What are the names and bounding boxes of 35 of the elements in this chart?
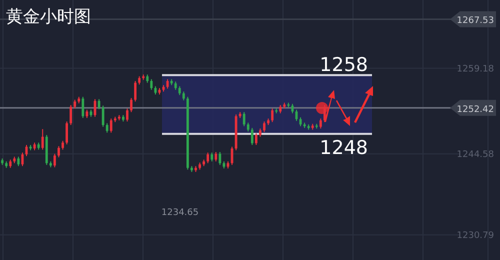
- candlestick: [66, 120, 68, 145]
- candlestick: [70, 104, 72, 126]
- candlestick: [58, 146, 60, 158]
- candlestick: [106, 122, 108, 134]
- candlestick: [126, 108, 128, 122]
- candlestick: [110, 118, 112, 134]
- chart-title: 黄金小时图: [6, 7, 91, 27]
- candlestick: [250, 127, 254, 146]
- candlestick: [271, 108, 274, 123]
- candlestick: [17, 156, 20, 167]
- y-tick-label: 1244.58: [456, 150, 494, 160]
- ref-line-label: 1248: [320, 136, 368, 159]
- annotation: 1234.65: [161, 208, 199, 218]
- candlestick: [134, 80, 137, 102]
- candlestick: [150, 78, 153, 90]
- y-tick-label: 1259.18: [456, 64, 494, 74]
- y-tick-label: 1230.79: [456, 230, 494, 241]
- candlestick: [53, 153, 56, 168]
- candlestick: [242, 112, 246, 127]
- candlestick: [102, 105, 104, 128]
- candlestick: [166, 78, 169, 90]
- ref-line-label: 1252.42: [456, 104, 494, 115]
- candlestick: [41, 128, 44, 150]
- candlestick: [218, 152, 222, 166]
- candlestick: [130, 98, 132, 113]
- ref-line-label: 1258: [320, 54, 368, 76]
- candlestick: [214, 152, 218, 162]
- candlestick: [319, 118, 322, 130]
- candlestick: [291, 103, 294, 114]
- ref-line-label: 1267.53: [456, 16, 494, 26]
- candlestick: [206, 152, 210, 164]
- candlestick: [323, 104, 326, 123]
- candlestick: [82, 96, 84, 118]
- candlestick: [254, 132, 258, 146]
- candlestick: [263, 120, 266, 133]
